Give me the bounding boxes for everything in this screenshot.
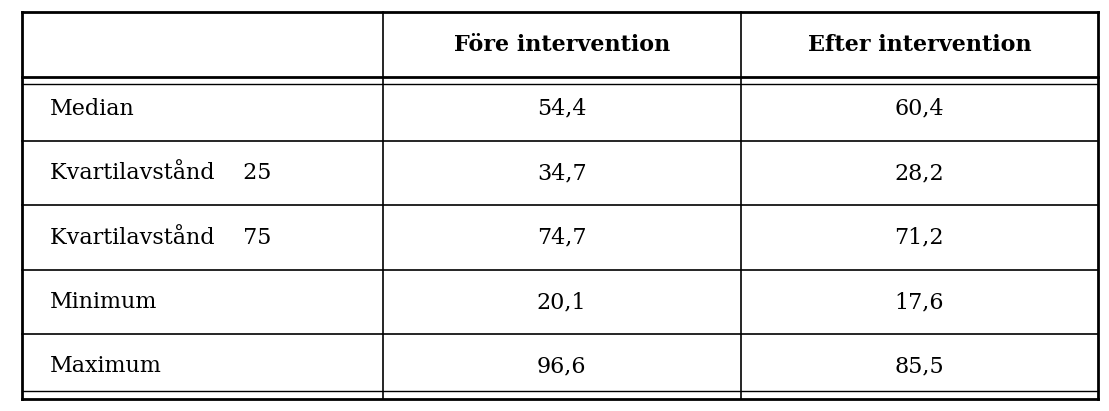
Text: 74,7: 74,7 [537, 227, 587, 249]
Text: Median: Median [50, 98, 134, 120]
Text: Minimum: Minimum [50, 291, 157, 313]
Text: 96,6: 96,6 [537, 356, 587, 377]
Text: Före intervention: Före intervention [454, 34, 670, 55]
Text: 71,2: 71,2 [895, 227, 944, 249]
Text: 28,2: 28,2 [895, 162, 944, 184]
Text: 20,1: 20,1 [537, 291, 587, 313]
Text: 85,5: 85,5 [895, 356, 944, 377]
Text: Maximum: Maximum [50, 356, 162, 377]
Text: 60,4: 60,4 [895, 98, 944, 120]
Text: 34,7: 34,7 [537, 162, 587, 184]
Text: 54,4: 54,4 [537, 98, 587, 120]
Text: Kvartilavstånd    25: Kvartilavstånd 25 [50, 162, 272, 184]
Text: Efter intervention: Efter intervention [807, 34, 1031, 55]
Text: 17,6: 17,6 [895, 291, 944, 313]
Text: Kvartilavstånd    75: Kvartilavstånd 75 [50, 227, 272, 249]
